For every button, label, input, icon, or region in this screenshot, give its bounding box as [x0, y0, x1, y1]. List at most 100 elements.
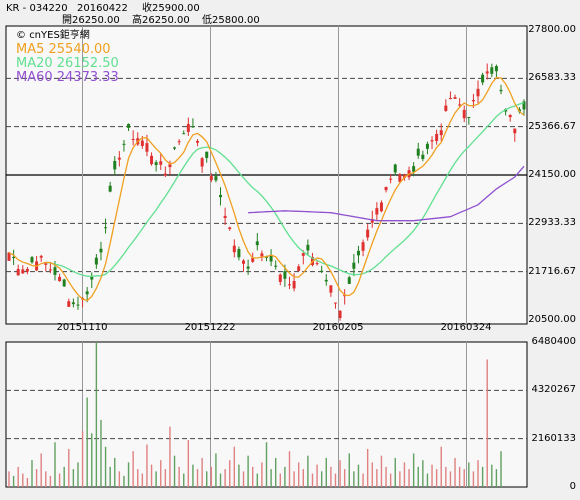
candle-body	[412, 166, 416, 172]
candle-body	[94, 257, 98, 265]
candle-body	[513, 128, 517, 134]
candle-body	[356, 250, 360, 256]
volume-tick-label: 4320267	[531, 384, 576, 396]
candle-body	[246, 266, 250, 269]
candle-body	[122, 143, 126, 145]
date-label: 20160422	[77, 3, 128, 14]
price-tick-label: 27800.00	[528, 24, 576, 35]
candle-body	[297, 266, 301, 271]
candle-body	[402, 174, 406, 178]
candle-body	[448, 98, 452, 100]
candle-body	[333, 302, 337, 304]
candle-body	[329, 285, 333, 293]
candle-body	[177, 141, 181, 143]
candle-body	[242, 260, 246, 264]
candle-body	[62, 279, 66, 287]
close-label: 收25900.00	[142, 3, 200, 14]
candle-body	[39, 255, 43, 258]
candle-body	[522, 101, 526, 110]
candle-body	[58, 276, 62, 282]
candle-body	[269, 255, 273, 262]
candle-body	[117, 157, 121, 160]
candle-body	[67, 301, 71, 307]
candle-body	[154, 162, 158, 166]
price-tick-label: 21716.67	[528, 265, 576, 277]
price-tick-label: 22933.33	[528, 217, 576, 229]
source-text: cnYES鉅亨網	[29, 30, 90, 41]
copyright-icon: ©	[16, 30, 26, 41]
candle-body	[173, 147, 177, 149]
candle-body	[251, 257, 255, 262]
candle-body	[347, 277, 351, 284]
candle-body	[320, 270, 324, 272]
candle-body	[278, 274, 282, 282]
candle-body	[232, 245, 236, 253]
candle-body	[131, 138, 135, 140]
candle-body	[421, 154, 425, 160]
candle-body	[467, 117, 471, 119]
candle-body	[375, 208, 379, 215]
price-tick-label: 24150.00	[528, 169, 576, 180]
candle-body	[306, 244, 310, 251]
candle-body	[389, 178, 393, 180]
candle-body	[99, 248, 103, 253]
candle-body	[140, 140, 144, 146]
candle-body	[104, 227, 108, 229]
date-tick-label: 20151110	[56, 322, 108, 333]
ma60-line	[248, 165, 525, 222]
candle-body	[416, 148, 420, 156]
candle-body	[453, 97, 457, 99]
ma20-line	[45, 101, 525, 278]
candle-body	[163, 173, 167, 176]
candle-body	[398, 174, 402, 182]
candle-body	[209, 176, 213, 181]
candle-body	[499, 89, 503, 92]
price-tick-label: 20500.00	[528, 314, 576, 325]
candle-body	[108, 185, 112, 192]
candle-body	[366, 229, 370, 238]
candle-body	[219, 194, 223, 198]
candle-body	[71, 302, 75, 305]
candle-body	[425, 143, 429, 149]
volume-tick-label: 2160133	[531, 432, 576, 444]
candle-body	[361, 242, 365, 251]
date-tick-label: 20151222	[184, 322, 236, 333]
candle-body	[145, 143, 149, 152]
candle-body	[255, 241, 259, 246]
candle-body	[287, 284, 291, 286]
date-tick-label: 20160205	[312, 322, 364, 333]
candle-body	[352, 262, 356, 269]
candle-body	[12, 257, 16, 259]
price-tick-label: 25366.67	[528, 120, 576, 132]
candle-body	[292, 281, 296, 289]
candle-body	[444, 105, 448, 111]
ma5-line	[8, 76, 525, 302]
candle-body	[265, 256, 268, 258]
candle-body	[274, 265, 278, 267]
volume-tick-label: 6480400	[531, 336, 576, 347]
candle-body	[113, 160, 117, 170]
candle-body	[384, 187, 388, 191]
candle-body	[476, 88, 480, 97]
candle-body	[379, 202, 383, 212]
candle-body	[283, 271, 287, 279]
chart-legend: © cnYES鉅亨網 MA5 25540.00 MA20 26152.50 MA…	[16, 29, 119, 85]
price-tick-label: 26583.33	[528, 72, 576, 84]
candle-body	[315, 263, 319, 265]
candle-body	[168, 164, 172, 168]
candle-body	[338, 310, 342, 318]
ma20-legend: MA20 26152.50	[16, 56, 119, 71]
candle-body	[481, 74, 485, 83]
candle-body	[458, 104, 462, 106]
candle-body	[90, 276, 94, 280]
candle-body	[150, 155, 154, 165]
candle-body	[223, 215, 227, 218]
candle-body	[237, 249, 241, 258]
candle-body	[205, 151, 209, 159]
candle-body	[200, 158, 204, 167]
candle-body	[485, 71, 489, 74]
candle-body	[471, 99, 475, 102]
candle-body	[191, 126, 195, 128]
candle-body	[260, 253, 264, 257]
